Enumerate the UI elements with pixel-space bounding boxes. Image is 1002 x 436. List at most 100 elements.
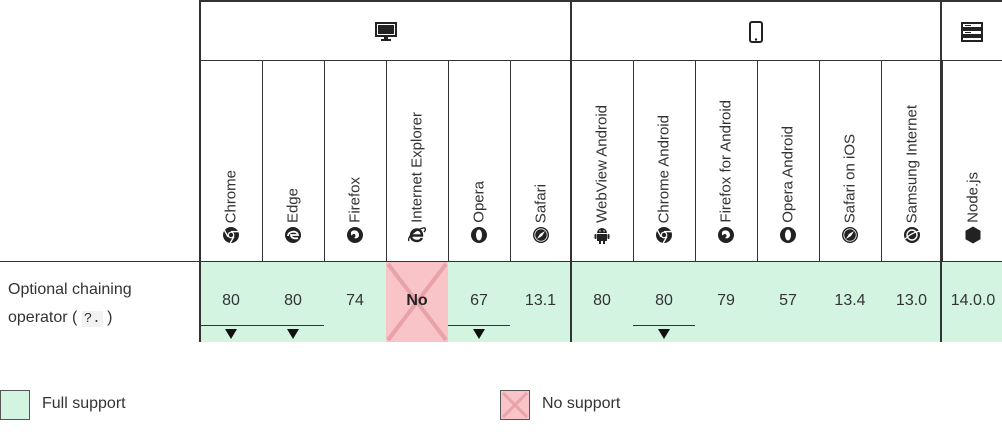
support-cell[interactable]: 80 [633, 262, 695, 342]
feature-code: ?. [81, 311, 103, 327]
desktop-group-header [200, 0, 571, 61]
chrome-icon [655, 226, 673, 249]
support-version: 13.0 [895, 292, 928, 309]
support-version: 67 [470, 292, 488, 309]
browser-header-firefox-for-android: Firefox for Android [695, 61, 757, 261]
browser-name-text: Node.js [964, 172, 982, 223]
nodejs-icon [965, 226, 981, 249]
support-version: 13.1 [524, 292, 557, 309]
firefox-icon [717, 226, 735, 249]
browser-header-samsung-internet: Samsung Internet [881, 61, 942, 261]
legend-none-swatch [500, 390, 530, 420]
support-cell[interactable]: 74 [324, 262, 386, 342]
browser-name: Chrome Android [656, 115, 673, 223]
browser-header-firefox: Firefox [324, 61, 386, 261]
expand-notes-toggle[interactable] [200, 325, 262, 342]
legend-full-swatch [0, 390, 30, 420]
browser-name: Node.js [965, 172, 982, 223]
browser-header-webview-android: WebView Android [571, 61, 633, 261]
opera-icon [470, 226, 488, 249]
browser-header-chrome-android: Chrome Android [633, 61, 695, 261]
browser-header-chrome: Chrome [200, 61, 262, 261]
browser-name-text: Firefox for Android [717, 100, 735, 223]
browser-header-edge: Edge [262, 61, 324, 261]
browser-header-node-js: Node.js [942, 61, 1002, 261]
support-cell[interactable]: No [386, 262, 448, 342]
triangle-down-icon [225, 329, 237, 339]
triangle-down-icon [658, 329, 670, 339]
browser-name-text: Opera Android [779, 126, 797, 223]
browser-header-safari-on-ios: Safari on iOS [819, 61, 881, 261]
browser-header-opera-android: Opera Android [757, 61, 819, 261]
support-cell[interactable]: 79 [695, 262, 757, 342]
browser-name: Internet Explorer [409, 112, 426, 223]
support-cell[interactable]: 67 [448, 262, 510, 342]
mobile-phone-icon [749, 20, 763, 43]
browser-name: Chrome [223, 170, 240, 223]
compat-table: Optional chaining operator ( ?. ) Chrome… [0, 0, 1002, 342]
expand-notes-toggle[interactable] [262, 325, 324, 342]
browser-header-safari: Safari [510, 61, 571, 261]
browser-name: Firefox [347, 177, 364, 223]
server-icon [960, 21, 983, 42]
legend-full-label: Full support [42, 395, 126, 412]
browser-name-text: Firefox [346, 177, 364, 223]
browser-name: WebView Android [594, 105, 611, 223]
support-cell[interactable]: 13.1 [510, 262, 571, 342]
support-cell[interactable]: 57 [757, 262, 819, 342]
server-group-header [941, 0, 1002, 61]
no-support-cross-icon [386, 262, 448, 342]
support-cell[interactable]: 13.4 [819, 262, 881, 342]
internet-explorer-icon [407, 226, 427, 249]
triangle-down-icon [473, 329, 485, 339]
support-cell[interactable]: 13.0 [881, 262, 942, 342]
browser-name-text: Safari on iOS [841, 133, 859, 223]
browser-name-text: Edge [284, 187, 302, 223]
feature-name: Optional chaining [8, 281, 132, 298]
browser-name: Opera [471, 181, 488, 223]
support-version: 79 [717, 292, 735, 309]
expand-notes-toggle[interactable] [448, 325, 510, 342]
browser-name: Opera Android [780, 126, 797, 223]
browser-name-text: Internet Explorer [408, 112, 426, 223]
feature-name-suffix: operator ( [8, 309, 78, 326]
browser-name-text: Opera [470, 181, 488, 223]
support-cell[interactable]: 80 [200, 262, 262, 342]
support-version: 13.4 [834, 292, 866, 309]
support-version: 74 [346, 292, 364, 309]
browser-name-text: Samsung Internet [903, 104, 920, 223]
support-version: 57 [779, 292, 797, 309]
browser-name: Safari on iOS [842, 134, 859, 223]
opera-icon [779, 226, 797, 249]
support-version: 80 [593, 292, 611, 309]
expand-notes-toggle[interactable] [633, 325, 695, 342]
feature-label: Optional chaining operator ( ?. ) [8, 276, 132, 333]
browser-header-opera: Opera [448, 61, 510, 261]
support-version: No [406, 292, 428, 309]
browser-name-text: WebView Android [593, 105, 611, 223]
support-version: 14.0.0 [950, 292, 996, 309]
feature-name-end: ) [107, 309, 113, 326]
mobile-group-header [571, 0, 941, 61]
support-version: 80 [284, 292, 302, 309]
browser-name-text: Safari [532, 183, 549, 223]
chrome-icon [222, 226, 240, 249]
browser-name: Firefox for Android [718, 100, 735, 223]
browser-name: Samsung Internet [903, 105, 920, 223]
triangle-down-icon [287, 329, 299, 339]
browser-header-internet-explorer: Internet Explorer [386, 61, 448, 261]
support-cell[interactable]: 80 [571, 262, 633, 342]
safari-icon [532, 226, 550, 249]
browser-name: Edge [285, 188, 302, 223]
android-icon [594, 226, 610, 249]
browser-name-text: Chrome [222, 169, 240, 223]
firefox-icon [346, 226, 364, 249]
browser-name: Safari [532, 184, 549, 223]
legend-none-label: No support [542, 395, 621, 412]
browser-name-text: Chrome Android [655, 114, 673, 223]
edge-icon [284, 226, 302, 249]
samsung-internet-icon [903, 226, 921, 249]
desktop-icon [374, 21, 397, 41]
support-cell[interactable]: 14.0.0 [942, 262, 1002, 342]
support-cell[interactable]: 80 [262, 262, 324, 342]
